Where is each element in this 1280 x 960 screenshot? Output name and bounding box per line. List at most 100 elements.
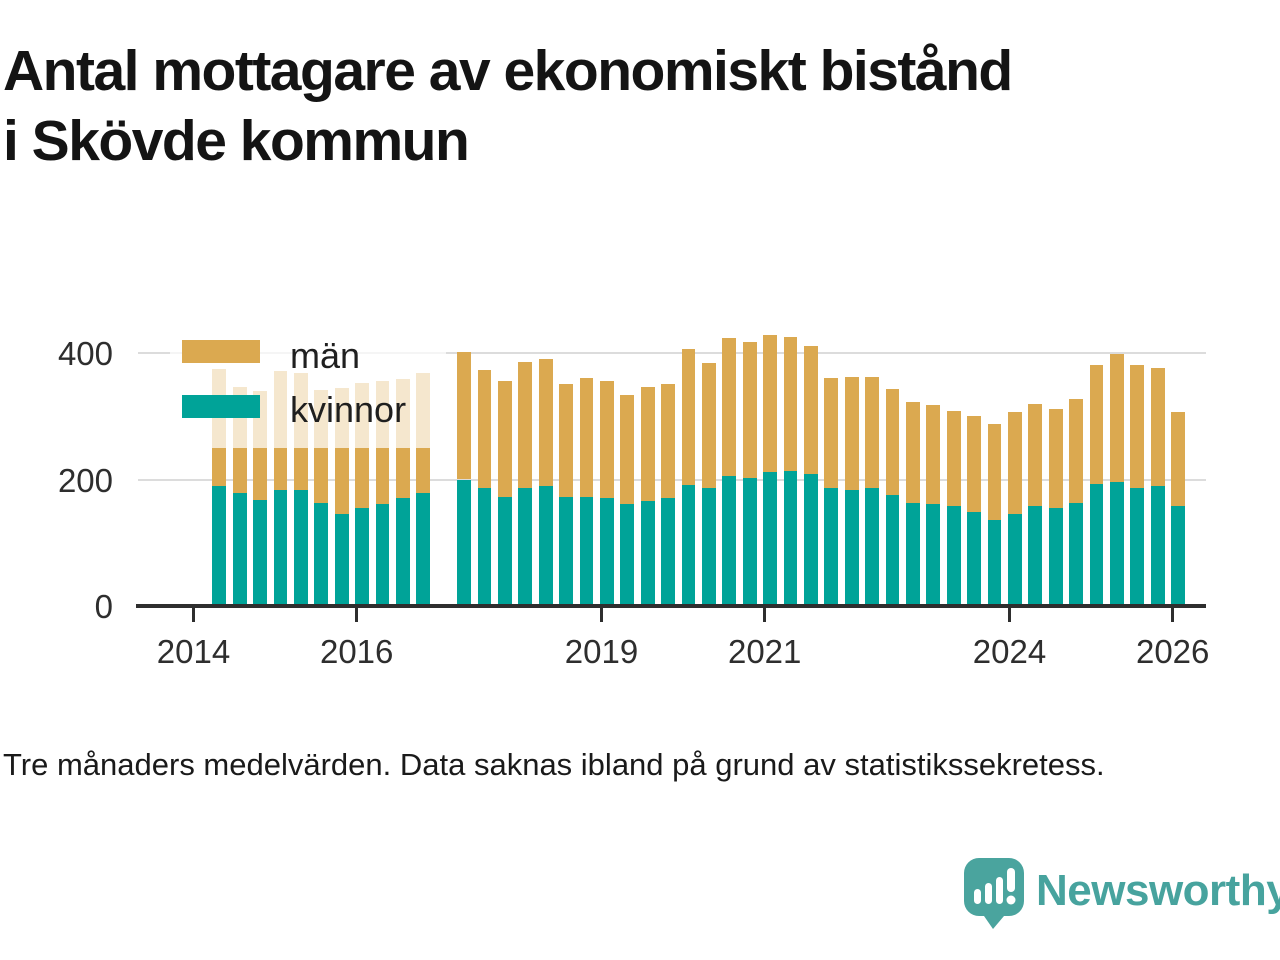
- brand-name: Newsworthy: [1036, 866, 1280, 915]
- bar-kvinnor-2023-kv1: [926, 503, 941, 606]
- bar-man-2022-kv3: [885, 389, 900, 496]
- bar-kvinnor-2018-kv4: [579, 497, 594, 606]
- bar-kvinnor-2019-kv2: [620, 504, 635, 606]
- bar-man-2018-kv1: [518, 361, 533, 489]
- newsworthy-pin-icon: [964, 858, 1024, 929]
- bar-kvinnor-2016-kv4: [416, 492, 431, 606]
- bar-man-2024-kv3: [1048, 409, 1063, 508]
- bar-kvinnor-2019-kv1: [600, 498, 614, 606]
- brand-logo: Newsworthy: [964, 858, 1280, 930]
- chart-legend: män kvinnor: [170, 328, 446, 448]
- chart-title-line1: Antal mottagare av ekonomiskt bistånd: [3, 39, 1013, 103]
- bar-kvinnor-2023-kv4: [987, 519, 1002, 606]
- bar-kvinnor-2015-kv2: [294, 490, 308, 606]
- bar-kvinnor-2015-kv3: [314, 502, 329, 606]
- x-axis-tick-2024: [1008, 608, 1011, 622]
- bar-man-2022-kv2: [865, 377, 879, 488]
- legend-swatch-man: [182, 340, 260, 363]
- legend-label-man: män: [290, 335, 361, 376]
- bar-man-2019-kv1: [600, 380, 614, 499]
- x-axis-label-2024: 2024: [972, 633, 1047, 670]
- bar-man-2025-kv1: [1089, 365, 1104, 484]
- bar-kvinnor-2016-kv1: [355, 507, 369, 606]
- bar-kvinnor-2021-kv2: [783, 470, 798, 606]
- bar-man-2023-kv4: [987, 423, 1002, 520]
- bar-man-2022-kv1: [844, 377, 859, 490]
- bar-kvinnor-2022-kv1: [844, 489, 859, 606]
- bar-kvinnor-2017-kv3: [477, 488, 492, 606]
- bar-kvinnor-2024-kv4: [1069, 502, 1083, 606]
- bar-man-2025-kv3: [1130, 365, 1145, 488]
- bar-man-2025-kv4: [1150, 367, 1165, 486]
- bar-kvinnor-2015-kv4: [334, 513, 349, 606]
- bar-man-2017-kv3: [477, 370, 492, 489]
- bar-kvinnor-2020-kv3: [722, 476, 737, 606]
- bar-kvinnor-2016-kv2: [375, 503, 390, 606]
- bar-man-2021-kv4: [824, 377, 839, 489]
- bar-man-2018-kv2: [538, 359, 553, 487]
- bar-kvinnor-2025-kv4: [1150, 485, 1165, 606]
- bar-man-2020-kv1: [681, 348, 696, 485]
- bar-man-2017-kv4: [498, 380, 512, 498]
- bar-man-2021-kv2: [783, 336, 798, 471]
- x-axis-label-2016: 2016: [319, 633, 394, 670]
- bar-kvinnor-2020-kv4: [742, 478, 757, 606]
- x-axis-tick-2026: [1171, 608, 1175, 622]
- bar-man-2020-kv4: [742, 341, 757, 479]
- y-axis-label-200: 200: [57, 461, 113, 499]
- legend-swatch-kvinnor: [182, 395, 260, 418]
- chart-footnote: Tre månaders medelvärden. Data saknas ib…: [3, 747, 1105, 782]
- x-axis-label-2014: 2014: [156, 633, 231, 670]
- bar-kvinnor-2015-kv1: [273, 489, 288, 606]
- bar-man-2018-kv4: [579, 377, 594, 498]
- bar-man-2019-kv2: [620, 394, 635, 505]
- bar-kvinnor-2024-kv1: [1008, 513, 1022, 606]
- bar-man-2018-kv3: [559, 383, 573, 497]
- bar-kvinnor-2022-kv4: [906, 502, 920, 606]
- bar-man-2019-kv3: [640, 386, 655, 501]
- bar-man-2023-kv3: [967, 416, 981, 512]
- x-axis-line: [136, 604, 1206, 608]
- x-axis-tick-2019: [600, 608, 603, 622]
- bar-kvinnor-2023-kv2: [946, 506, 961, 606]
- bar-kvinnor-2024-kv3: [1048, 507, 1063, 606]
- bar-kvinnor-2018-kv2: [538, 486, 553, 606]
- bar-man-2023-kv2: [946, 410, 961, 507]
- bar-man-2024-kv4: [1069, 399, 1083, 503]
- bar-kvinnor-2021-kv4: [824, 488, 839, 606]
- bar-kvinnor-2022-kv2: [865, 487, 879, 606]
- bar-man-2026-kv1: [1171, 411, 1185, 507]
- bar-man-2022-kv4: [906, 402, 920, 503]
- bar-man-2020-kv2: [702, 363, 716, 488]
- bar-kvinnor-2017-kv2: [457, 479, 471, 606]
- x-axis-tick-2021: [763, 608, 767, 622]
- bar-man-2017-kv2: [457, 352, 471, 480]
- bar-kvinnor-2021-kv1: [763, 471, 777, 606]
- bar-kvinnor-2014-kv2: [212, 485, 227, 606]
- bar-kvinnor-2021-kv3: [804, 474, 818, 606]
- bar-kvinnor-2019-kv4: [661, 497, 675, 606]
- chart-title: Antal mottagare av ekonomiskt bistånd i …: [3, 36, 1273, 176]
- x-axis-label-2021: 2021: [727, 633, 802, 670]
- bar-kvinnor-2022-kv3: [885, 495, 900, 606]
- bar-man-2019-kv4: [661, 383, 675, 498]
- bar-kvinnor-2023-kv3: [967, 511, 981, 606]
- bar-kvinnor-2016-kv3: [396, 498, 410, 606]
- bar-kvinnor-2025-kv1: [1089, 483, 1104, 606]
- bar-man-2025-kv2: [1110, 354, 1124, 482]
- bar-kvinnor-2019-kv3: [640, 501, 655, 606]
- bar-kvinnor-2018-kv1: [518, 488, 533, 606]
- bar-kvinnor-2025-kv3: [1130, 487, 1145, 606]
- bar-kvinnor-2018-kv3: [559, 496, 573, 606]
- legend-label-kvinnor: kvinnor: [290, 389, 407, 430]
- y-axis-label-0: 0: [94, 588, 113, 625]
- bar-kvinnor-2020-kv1: [681, 484, 696, 606]
- bar-kvinnor-2020-kv2: [702, 487, 716, 606]
- x-axis-tick-2014: [192, 608, 195, 622]
- y-axis-label-400: 400: [57, 335, 113, 372]
- bar-man-2020-kv3: [722, 338, 737, 477]
- bar-man-2021-kv1: [763, 334, 777, 472]
